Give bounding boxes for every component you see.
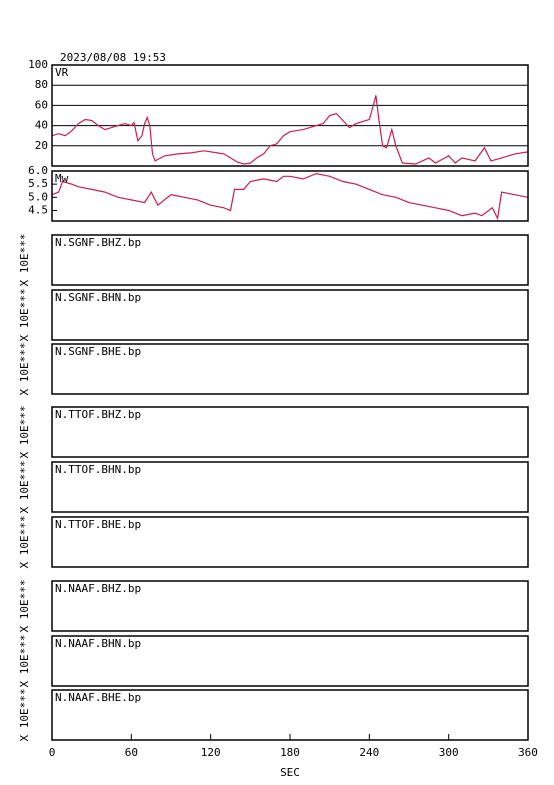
trace-ylabel: X 10E*** [18, 635, 31, 688]
trace-label: N.TTOF.BHN.bp [55, 463, 141, 476]
trace-label: N.NAAF.BHZ.bp [55, 582, 141, 595]
trace-label: N.NAAF.BHN.bp [55, 637, 141, 650]
x-tick-label: 360 [518, 746, 538, 759]
y-tick-label: 5.0 [28, 190, 48, 203]
x-tick-label: 60 [125, 746, 138, 759]
trace-label: N.TTOF.BHZ.bp [55, 408, 141, 421]
y-tick-label: 80 [35, 78, 48, 91]
plot-frame [51, 170, 529, 222]
panel-label: Mw [55, 172, 69, 185]
y-tick-label: 40 [35, 119, 48, 132]
trace-label: N.SGNF.BHN.bp [55, 291, 141, 304]
x-tick-label: 240 [359, 746, 379, 759]
x-tick-label: 300 [439, 746, 459, 759]
trace-panel [51, 580, 529, 632]
trace-label: N.SGNF.BHE.bp [55, 345, 141, 358]
y-tick-label: 4.5 [28, 203, 48, 216]
y-tick-label: 60 [35, 98, 48, 111]
trace-panel [51, 234, 529, 286]
trace-ylabel: X 10E*** [18, 406, 31, 459]
trace-label: N.SGNF.BHZ.bp [55, 236, 141, 249]
plot-frame [51, 64, 529, 167]
trace-panel [51, 461, 529, 513]
trace-panel [51, 289, 529, 341]
x-tick-label: 180 [280, 746, 300, 759]
trace-panel [51, 635, 529, 687]
x-tick-label: 120 [201, 746, 221, 759]
trace-label: N.NAAF.BHE.bp [55, 691, 141, 704]
trace-ylabel: X 10E*** [18, 289, 31, 342]
trace-ylabel: X 10E*** [18, 689, 31, 742]
data-line [51, 172, 529, 221]
title: 2023/08/08 19:53 [60, 51, 166, 64]
y-tick-label: 20 [35, 139, 48, 152]
y-tick-label: 100 [28, 58, 48, 71]
data-line [51, 95, 529, 165]
y-tick-label: 6.0 [28, 164, 48, 177]
panel-label: VR [55, 66, 69, 79]
trace-panel [51, 343, 529, 395]
trace-ylabel: X 10E*** [18, 580, 31, 633]
trace-panel [51, 516, 529, 568]
trace-ylabel: X 10E*** [18, 516, 31, 569]
x-axis-label: SEC [280, 766, 300, 779]
trace-ylabel: X 10E*** [18, 343, 31, 396]
trace-ylabel: X 10E*** [18, 461, 31, 514]
trace-label: N.TTOF.BHE.bp [55, 518, 141, 531]
x-tick-label: 0 [49, 746, 56, 759]
trace-panel [51, 406, 529, 458]
y-tick-label: 5.5 [28, 177, 48, 190]
trace-ylabel: X 10E*** [18, 234, 31, 287]
